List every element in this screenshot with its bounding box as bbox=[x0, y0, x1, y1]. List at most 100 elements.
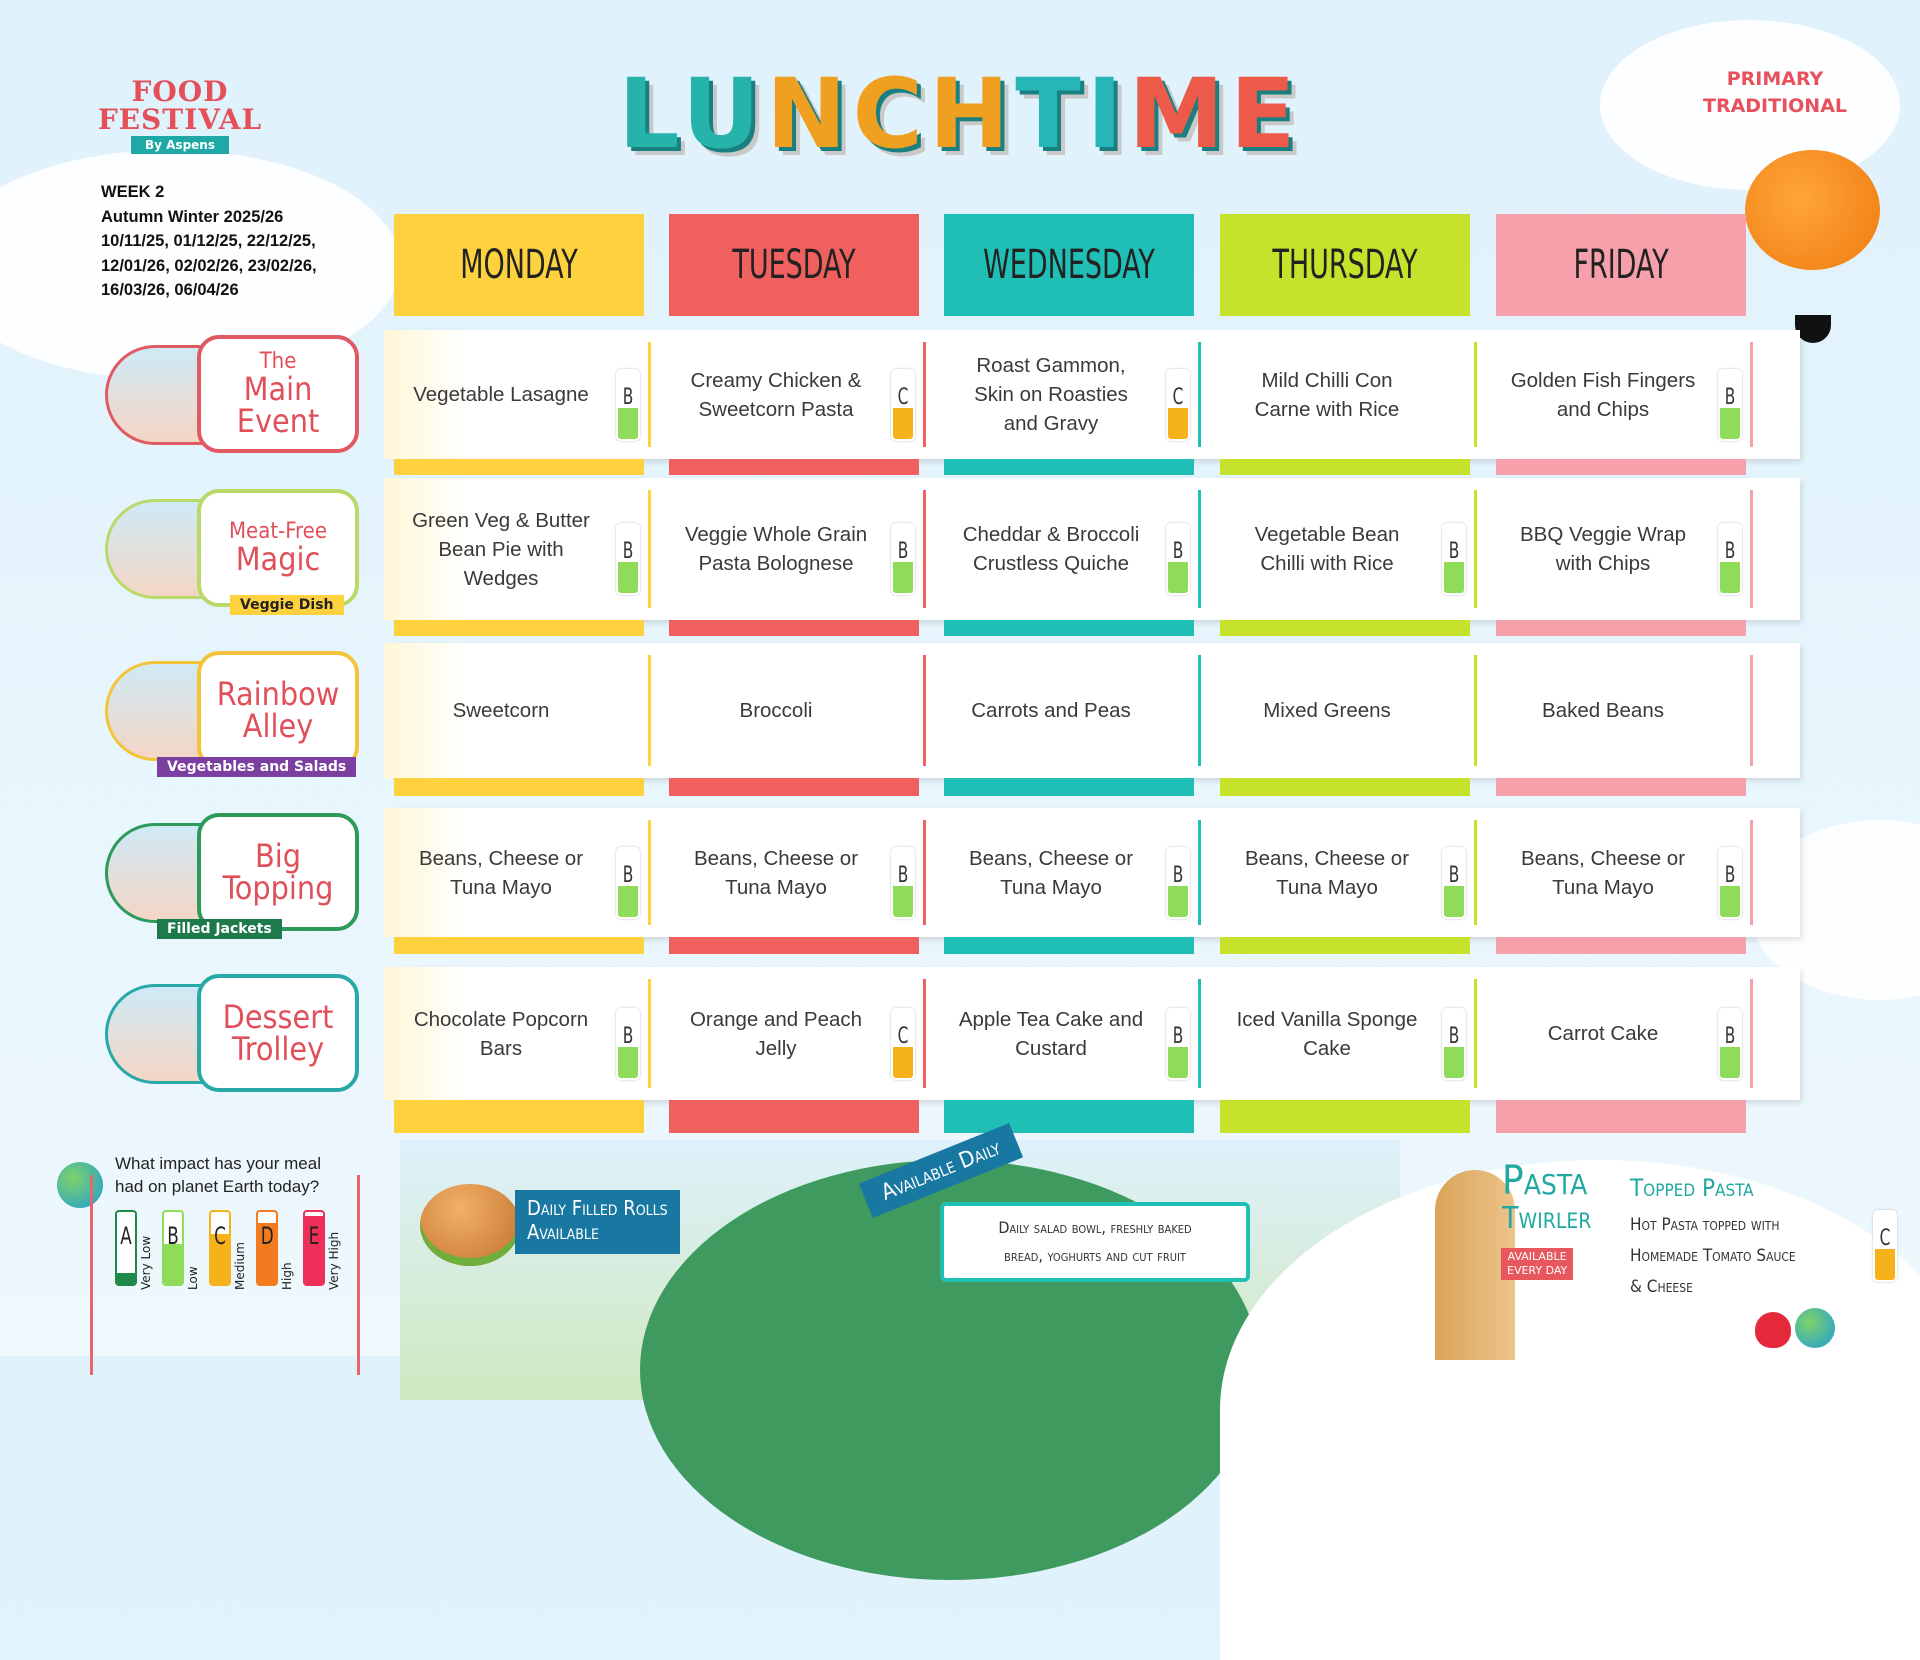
grade-letter: C bbox=[214, 1222, 226, 1250]
row-band bbox=[394, 620, 644, 636]
grade-letter: B bbox=[1724, 539, 1736, 564]
logo-ribbon: By Aspens bbox=[131, 136, 229, 154]
grade-fill bbox=[1444, 885, 1464, 917]
dish-name: Carrot Cake bbox=[1547, 1022, 1659, 1045]
day-header-monday: MONDAY bbox=[394, 214, 644, 316]
row-title-word: Event bbox=[236, 401, 320, 440]
column-divider bbox=[1474, 820, 1477, 925]
dish-name: Golden Fish Fingers and Chips bbox=[1510, 368, 1696, 421]
grade-fill bbox=[1168, 885, 1188, 917]
row-title-plate: Meat-Free Magic bbox=[197, 489, 359, 607]
column-divider bbox=[1198, 342, 1201, 447]
grade-fill bbox=[893, 1046, 913, 1078]
grade-letter: A bbox=[120, 1222, 132, 1250]
grade-badge: C bbox=[891, 368, 915, 441]
grade-badge: B bbox=[616, 523, 640, 595]
legend-label: Very Low bbox=[139, 1235, 153, 1290]
title-letter: I bbox=[1086, 58, 1129, 170]
row-band bbox=[1496, 778, 1746, 796]
day-label: FRIDAY bbox=[1573, 242, 1669, 288]
grade-fill bbox=[117, 1273, 135, 1284]
pasta-desc: & Cheese bbox=[1630, 1277, 1693, 1297]
day-label: MONDAY bbox=[460, 242, 578, 288]
grade-badge: B bbox=[1442, 1007, 1466, 1080]
column-divider bbox=[923, 655, 926, 766]
row-band bbox=[1496, 620, 1746, 636]
grade-fill bbox=[1168, 1046, 1188, 1078]
dish-name: Orange and Peach Jelly bbox=[689, 1007, 863, 1060]
day-header-tuesday: TUESDAY bbox=[669, 214, 919, 316]
grade-letter: B bbox=[1724, 1023, 1736, 1049]
grade-letter: B bbox=[1172, 862, 1184, 888]
pasta-desc: Hot Pasta topped with bbox=[1630, 1215, 1780, 1235]
food-festival-logo: FOOD FESTIVAL By Aspens bbox=[80, 78, 280, 154]
heart-mascot-icon bbox=[1755, 1312, 1791, 1348]
grade-letter: D bbox=[260, 1222, 274, 1250]
row-band bbox=[944, 459, 1194, 475]
grade-fill bbox=[893, 562, 913, 593]
rolls-line2: Available bbox=[527, 1220, 599, 1244]
question-line: What impact has your meal bbox=[115, 1154, 321, 1173]
logo-line2: FESTIVAL bbox=[97, 103, 263, 136]
grade-fill bbox=[893, 407, 913, 439]
grade-fill bbox=[618, 1046, 638, 1078]
row-title-plate: Big Topping bbox=[197, 812, 359, 931]
grade-letter: B bbox=[167, 1222, 179, 1250]
dish-name: Apple Tea Cake and Custard bbox=[958, 1007, 1144, 1060]
dish-name: Mild Chilli Con Carne with Rice bbox=[1254, 368, 1400, 421]
grade-letter: B bbox=[1448, 539, 1460, 564]
column-divider bbox=[1750, 979, 1753, 1088]
grade-letter: C bbox=[1172, 384, 1184, 410]
grade-fill bbox=[258, 1222, 276, 1284]
row-band bbox=[1220, 1100, 1470, 1133]
column-divider bbox=[648, 342, 651, 447]
badge-line: AVAILABLE bbox=[1507, 1250, 1567, 1263]
grade-letter: B bbox=[1448, 862, 1460, 888]
grade-fill bbox=[1168, 407, 1188, 439]
grade-fill bbox=[211, 1233, 229, 1284]
row-title-word: Rainbow bbox=[216, 674, 340, 713]
pasta-twirler: Pasta Twirler AVAILABLE EVERY DAY Topped… bbox=[1425, 1140, 1905, 1360]
rolls-line1: Daily Filled Rolls bbox=[527, 1196, 668, 1220]
grade-fill bbox=[1720, 1046, 1740, 1078]
column-divider bbox=[648, 820, 651, 925]
grade-fill bbox=[305, 1215, 323, 1284]
row-label: Big Topping Filled Jackets bbox=[105, 812, 360, 939]
menu-type-line: TRADITIONAL bbox=[1702, 95, 1848, 117]
title-letter: T bbox=[1015, 58, 1087, 170]
pasta-desc: Homemade Tomato Sauce bbox=[1630, 1246, 1796, 1266]
daily-filled-rolls: Daily Filled Rolls Available bbox=[410, 1180, 700, 1270]
grade-letter: C bbox=[897, 384, 909, 410]
grade-badge: B bbox=[1166, 523, 1190, 595]
grade-badge: B bbox=[1166, 1007, 1190, 1080]
day-header-friday: FRIDAY bbox=[1496, 214, 1746, 316]
grade-letter: B bbox=[622, 1023, 634, 1049]
column-divider bbox=[1750, 820, 1753, 925]
dish-name: Carrots and Peas bbox=[971, 699, 1131, 722]
grade-fill bbox=[1720, 885, 1740, 917]
row-tag: Veggie Dish bbox=[230, 595, 344, 615]
row-band bbox=[944, 778, 1194, 796]
badge-line: EVERY DAY bbox=[1507, 1264, 1568, 1277]
grade-letter: B bbox=[622, 539, 634, 564]
legend-label: Medium bbox=[233, 1242, 247, 1290]
dish-name: BBQ Veggie Wrap with Chips bbox=[1520, 523, 1686, 575]
day-header-wednesday: WEDNESDAY bbox=[944, 214, 1194, 316]
dish-name: Green Veg & Butter Bean Pie with Wedges bbox=[412, 508, 590, 590]
menu-type: PRIMARY TRADITIONAL bbox=[1680, 66, 1870, 120]
row-title-small: Meat-Free bbox=[228, 519, 328, 544]
column-divider bbox=[923, 820, 926, 925]
row-band bbox=[944, 1100, 1194, 1133]
grade-fill bbox=[1720, 562, 1740, 593]
row-title-word: Magic bbox=[235, 540, 321, 578]
row-title-plate: The Main Event bbox=[197, 334, 359, 453]
grade-badge: B bbox=[1718, 523, 1742, 595]
column-divider bbox=[1474, 342, 1477, 447]
dish-name: Vegetable Bean Chilli with Rice bbox=[1254, 523, 1400, 575]
grade-letter: B bbox=[1724, 384, 1736, 410]
grade-badge: C bbox=[1166, 368, 1190, 441]
title-letter: E bbox=[1230, 58, 1302, 170]
column-divider bbox=[1198, 655, 1201, 766]
column-divider bbox=[1750, 655, 1753, 766]
day-label: THURSDAY bbox=[1272, 242, 1418, 288]
